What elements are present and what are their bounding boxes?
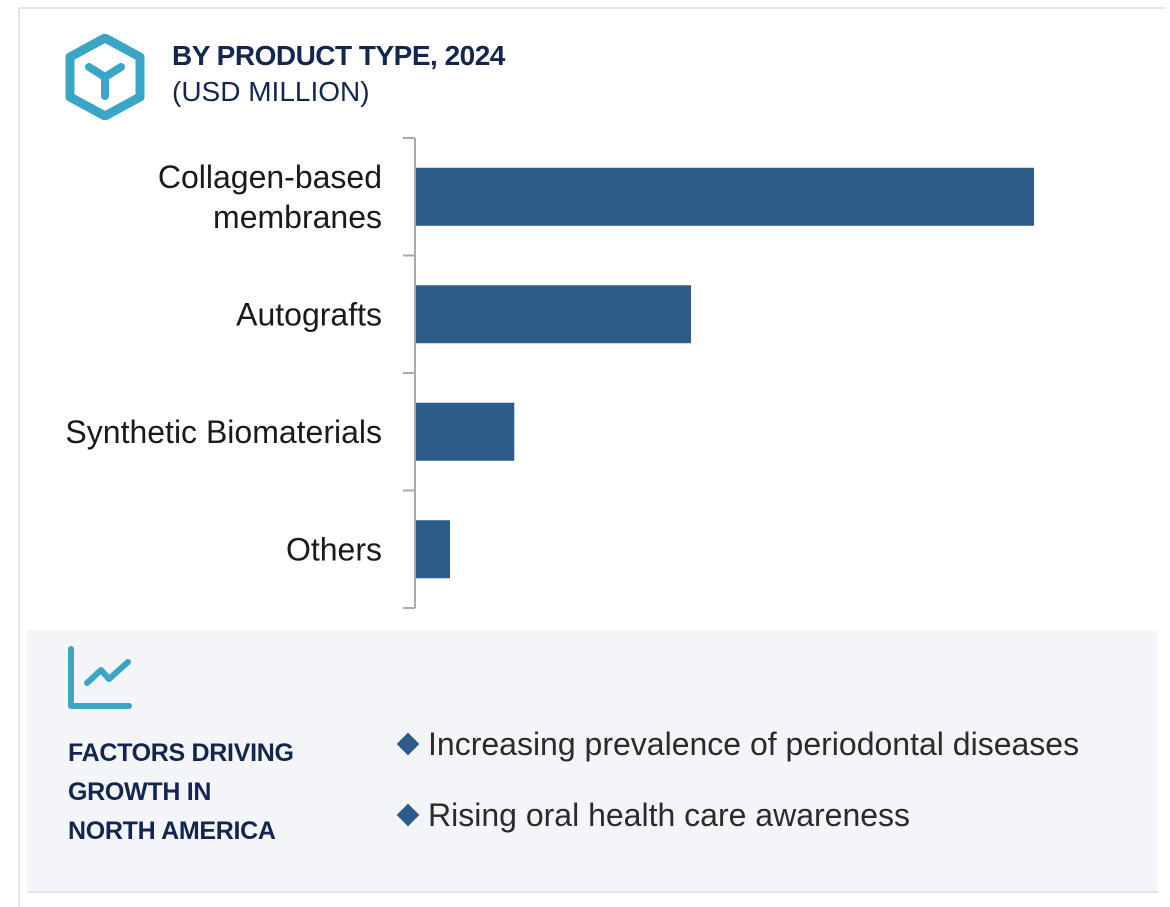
- factor-item: Increasing prevalence of periodontal dis…: [394, 726, 1079, 762]
- bar: [416, 167, 1034, 226]
- chart-title: BY PRODUCT TYPE, 2024 (USD MILLION): [172, 38, 505, 110]
- factors-title-line: FACTORS DRIVING: [68, 739, 294, 767]
- category-label: Autografts: [236, 296, 382, 332]
- bar: [416, 285, 692, 344]
- factors-list: Increasing prevalence of periodontal dis…: [394, 726, 1079, 868]
- category-label: Others: [286, 531, 382, 567]
- bar: [416, 520, 450, 579]
- factors-panel: FACTORS DRIVING GROWTH IN NORTH AMERICA …: [27, 630, 1158, 893]
- subtitle-text: (USD MILLION): [172, 76, 370, 107]
- diamond-bullet-icon: [396, 803, 420, 827]
- factor-text: Rising oral health care awareness: [428, 796, 911, 833]
- category-label: Collagen-based membranes: [158, 159, 382, 235]
- factor-item: Rising oral health care awareness: [394, 797, 1079, 833]
- bar: [416, 402, 515, 461]
- category-label: Synthetic Biomaterials: [65, 414, 382, 450]
- hexagon-y-icon: [65, 34, 145, 120]
- factors-title-line: GROWTH IN: [68, 778, 212, 806]
- diamond-bullet-icon: [396, 732, 420, 756]
- factors-title-line: NORTH AMERICA: [68, 817, 276, 845]
- line-chart-icon: [68, 646, 132, 709]
- bar-chart: Collagen-based membranes Autografts Synthet…: [65, 137, 1034, 609]
- title-text: BY PRODUCT TYPE, 2024: [172, 40, 505, 71]
- factors-title: FACTORS DRIVING GROWTH IN NORTH AMERICA: [68, 734, 348, 851]
- card: [18, 7, 1166, 907]
- factor-text: Increasing prevalence of periodontal dis…: [428, 725, 1080, 762]
